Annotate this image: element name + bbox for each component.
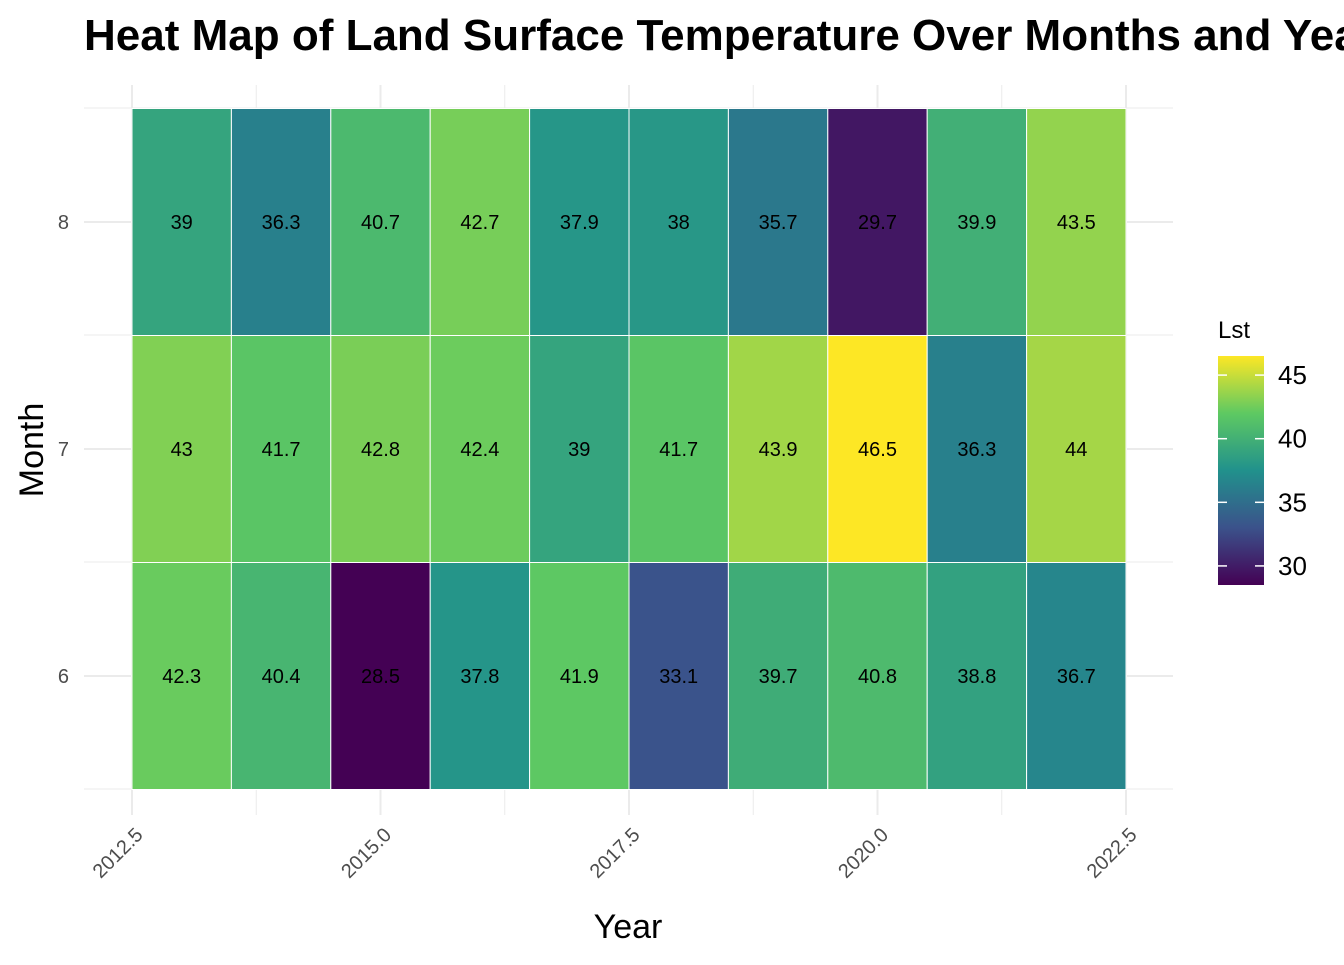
heatmap-cell — [230, 335, 332, 563]
legend-tick-label: 40 — [1278, 424, 1307, 454]
cell-value-label: 33.1 — [659, 666, 698, 688]
x-tick-label: 2015.0 — [337, 824, 396, 883]
heatmap-cell — [230, 108, 332, 336]
heatmap-cell — [926, 335, 1028, 563]
heatmap-cell — [330, 562, 431, 790]
y-tick-label: 7 — [58, 439, 69, 461]
cell-value-label: 42.7 — [460, 212, 499, 234]
x-axis-title: Year — [594, 908, 663, 946]
cell-value-label: 37.8 — [460, 666, 499, 688]
cell-value-label: 39 — [171, 212, 193, 234]
chart-title: Heat Map of Land Surface Temperature Ove… — [84, 11, 1344, 60]
cell-value-label: 39 — [568, 439, 590, 461]
x-tick-label: 2020.0 — [834, 824, 893, 883]
cell-value-label: 40.7 — [361, 212, 400, 234]
heatmap-cell — [230, 562, 332, 790]
heatmap-cell — [1026, 562, 1127, 790]
heatmap-cell — [827, 108, 928, 336]
legend-tick-label: 35 — [1278, 487, 1307, 517]
cell-value-label: 39.7 — [759, 666, 798, 688]
cell-value-label: 41.7 — [659, 439, 698, 461]
heatmap-cell — [131, 335, 232, 563]
heatmap-cell — [330, 335, 431, 563]
heatmap-cell — [529, 562, 630, 790]
cell-value-label: 35.7 — [759, 212, 798, 234]
x-tick-labels: 2012.5 2015.0 2017.5 2020.0 2022.5 — [89, 824, 1142, 883]
cell-value-label: 37.9 — [560, 212, 599, 234]
legend-tick-label: 45 — [1278, 360, 1307, 390]
cell-value-label: 29.7 — [858, 212, 897, 234]
cell-value-label: 41.9 — [560, 666, 599, 688]
heatmap-cell — [727, 108, 829, 336]
cell-value-label: 43.9 — [759, 439, 798, 461]
cell-value-label: 36.7 — [1057, 666, 1096, 688]
y-axis-title: Month — [13, 403, 51, 498]
heatmap-cell — [1026, 108, 1127, 336]
cell-value-label: 36.3 — [957, 439, 996, 461]
heatmap-cells — [131, 108, 1127, 790]
cell-value-label: 39.9 — [957, 212, 996, 234]
y-tick-label: 6 — [58, 666, 69, 688]
cell-value-label: 43 — [171, 439, 193, 461]
heatmap-cell — [727, 562, 829, 790]
heatmap-cell — [330, 108, 431, 336]
heatmap-cell — [131, 562, 232, 790]
y-tick-labels: 6 7 8 — [58, 212, 69, 688]
cell-value-label: 38.8 — [957, 666, 996, 688]
legend-tick-label: 30 — [1278, 551, 1307, 581]
cell-value-label: 40.4 — [262, 666, 301, 688]
cell-value-label: 40.8 — [858, 666, 897, 688]
cell-value-label: 43.5 — [1057, 212, 1096, 234]
heatmap-cell — [1026, 335, 1127, 563]
x-tick-label: 2022.5 — [1083, 824, 1142, 883]
legend: Lst 30 35 40 45 — [1218, 317, 1307, 585]
cell-value-label: 41.7 — [262, 439, 301, 461]
heatmap-cell — [827, 562, 928, 790]
heatmap-cell — [628, 108, 729, 336]
cell-value-label: 44 — [1065, 439, 1087, 461]
legend-colorbar — [1218, 356, 1264, 585]
cell-value-label: 42.8 — [361, 439, 400, 461]
cell-value-label: 46.5 — [858, 439, 897, 461]
x-tick-label: 2017.5 — [586, 824, 645, 883]
cell-labels: 42.3 40.4 28.5 37.8 41.9 33.1 39.7 40.8 38.8 36.7… — [162, 212, 1096, 688]
x-tick-label: 2012.5 — [89, 824, 148, 883]
cell-value-label: 38 — [668, 212, 690, 234]
heatmap-cell — [131, 108, 232, 336]
heatmap-cell — [429, 335, 531, 563]
y-tick-label: 8 — [58, 212, 69, 234]
legend-title: Lst — [1218, 317, 1250, 344]
cell-value-label: 36.3 — [262, 212, 301, 234]
cell-value-label: 28.5 — [361, 666, 400, 688]
heatmap-cell — [827, 335, 928, 563]
cell-value-label: 42.3 — [162, 666, 201, 688]
heatmap-cell — [429, 562, 531, 790]
heatmap-cell — [628, 562, 729, 790]
heatmap-cell — [529, 335, 630, 563]
heatmap-cell — [926, 562, 1028, 790]
cell-value-label: 42.4 — [460, 439, 499, 461]
heatmap-cell — [727, 335, 829, 563]
heatmap-cell — [628, 335, 729, 563]
